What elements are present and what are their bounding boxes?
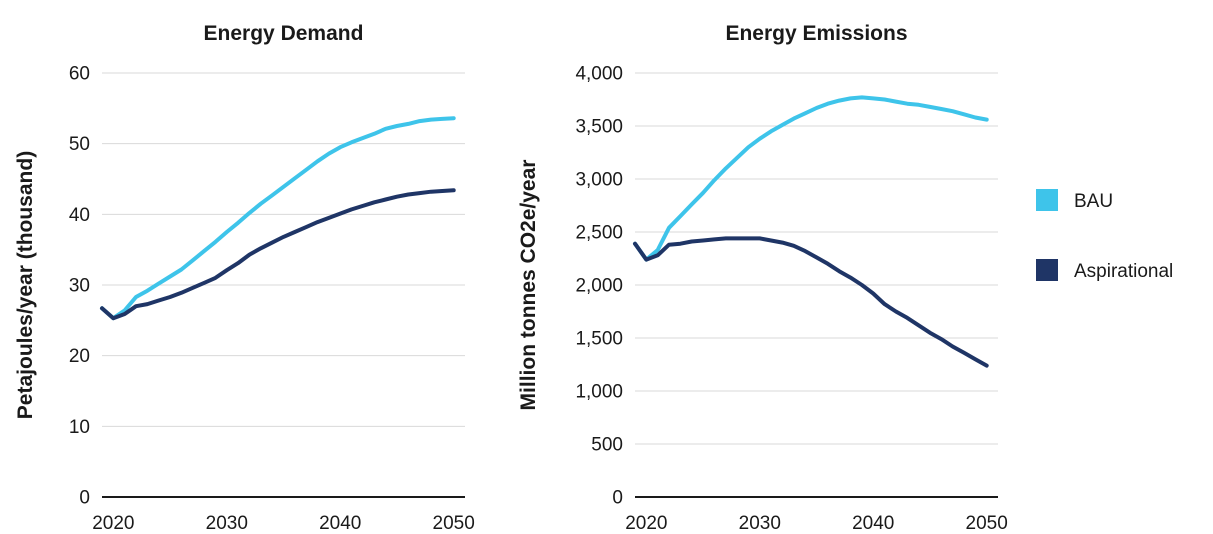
emissions-y-tick-label: 3,500 [575, 117, 623, 138]
emissions-y-tick-label: 2,000 [575, 276, 623, 297]
demand-y-tick-label: 0 [79, 488, 90, 509]
emissions-x-tick-label: 2020 [625, 513, 667, 534]
emissions-series-line-bau [633, 95, 989, 262]
demand-series-line-aspirational [100, 188, 456, 321]
demand-x-tick-label: 2040 [319, 513, 361, 534]
energy-demand-chart: Energy Demand Petajoules/year (thousand) 0… [14, 22, 475, 534]
emissions-y-tick-label: 2,500 [575, 223, 623, 244]
emissions-x-tick-label: 2040 [852, 513, 894, 534]
emissions-y-tick-label: 500 [591, 435, 623, 456]
legend-label-bau: BAU [1074, 191, 1113, 212]
demand-y-tick-label: 60 [69, 64, 90, 85]
demand-series-line-bau [100, 116, 456, 321]
emissions-y-tick-label: 3,000 [575, 170, 623, 191]
demand-y-tick-label: 20 [69, 346, 90, 367]
emissions-y-tick-label: 0 [612, 488, 623, 509]
legend: BAU Aspirational [1036, 189, 1173, 282]
emissions-y-tick-label: 4,000 [575, 64, 623, 85]
demand-y-tick-label: 10 [69, 417, 90, 438]
emissions-y-tick-label: 1,000 [575, 382, 623, 403]
demand-y-tick-label: 40 [69, 205, 90, 226]
demand-chart-title: Energy Demand [204, 22, 364, 45]
legend-swatch-aspirational [1036, 259, 1058, 281]
demand-y-tick-label: 30 [69, 276, 90, 297]
emissions-x-tick-label: 2030 [739, 513, 781, 534]
emissions-y-tick-label: 1,500 [575, 329, 623, 350]
demand-x-tick-label: 2020 [92, 513, 134, 534]
energy-emissions-chart: Energy Emissions Million tonnes CO2e/year… [517, 22, 1008, 534]
legend-swatch-bau [1036, 189, 1058, 211]
demand-y-tick-label: 50 [69, 134, 90, 155]
demand-y-axis-label: Petajoules/year (thousand) [14, 151, 37, 419]
legend-label-aspirational: Aspirational [1074, 261, 1173, 282]
emissions-x-tick-label: 2050 [966, 513, 1008, 534]
emissions-series-line-aspirational [633, 236, 989, 368]
emissions-chart-title: Energy Emissions [725, 22, 907, 45]
demand-x-tick-label: 2030 [206, 513, 248, 534]
demand-x-tick-label: 2050 [433, 513, 475, 534]
emissions-y-axis-label: Million tonnes CO2e/year [517, 160, 540, 411]
